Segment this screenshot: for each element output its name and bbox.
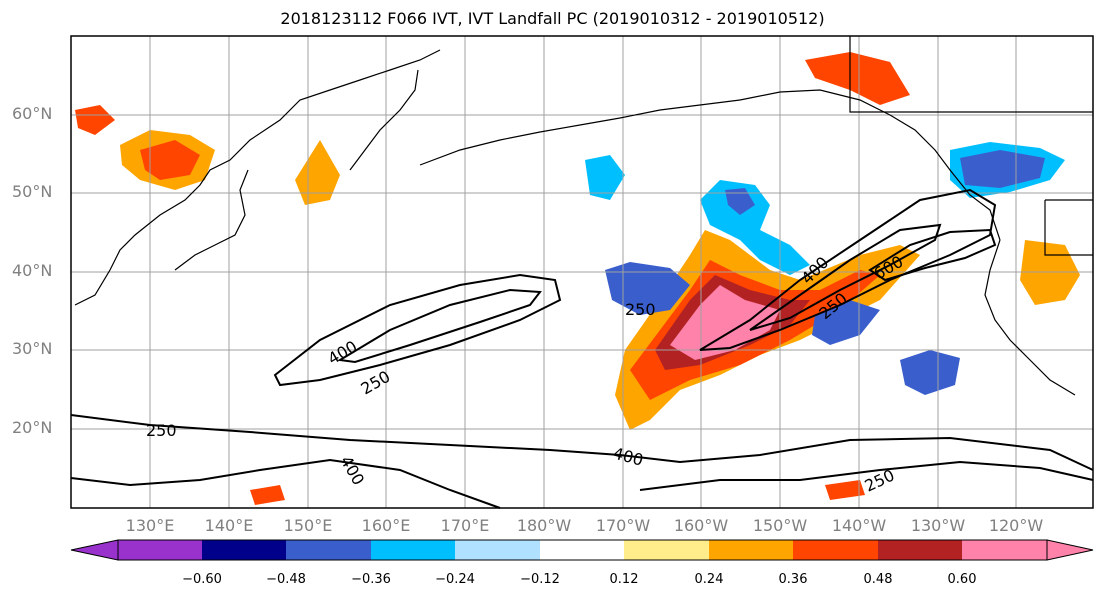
alaska-coast	[739, 89, 1001, 241]
contour-east-600	[868, 228, 997, 282]
contour-label: 400	[325, 337, 361, 369]
lon-label: 140°W	[831, 516, 887, 535]
contour-west-250	[273, 273, 562, 387]
lat-label-40n: 40°N	[12, 261, 53, 280]
colorbar-bin	[878, 540, 962, 560]
positive-anomaly-n1	[805, 52, 910, 105]
contour-label: 250	[358, 367, 394, 399]
lon-label: 130°E	[125, 516, 175, 535]
asia-coast	[74, 49, 441, 306]
negative-anomaly-c	[605, 262, 690, 315]
contour-label: 400	[611, 444, 645, 470]
colorbar-tick-label: 0.24	[694, 572, 724, 587]
negative-anomaly-f	[960, 150, 1045, 188]
lon-label: 160°W	[673, 516, 729, 535]
colorbar-bin	[962, 540, 1047, 560]
japan-coast	[174, 169, 249, 271]
canada-border	[849, 36, 1093, 256]
negative-anomaly-b	[725, 188, 755, 215]
contour-label: 250	[862, 465, 898, 495]
colorbar-bin	[202, 540, 286, 560]
colorbar-tick-label: −0.48	[266, 572, 306, 587]
lon-label: 150°E	[283, 516, 333, 535]
graticule	[71, 36, 1093, 508]
negative-anomaly-a	[700, 180, 810, 275]
positive-anomaly-w2	[140, 140, 200, 180]
colorbar-tick-label: −0.24	[435, 572, 475, 587]
colorbar-outline	[117, 539, 1048, 561]
negative-anomaly-g	[812, 300, 880, 345]
contour-east-250	[699, 188, 997, 351]
lat-label-50n: 50°N	[12, 182, 53, 201]
contour-label: 250	[146, 421, 177, 440]
colorbar-tick-label: 0.60	[947, 572, 977, 587]
ivt-contours	[70, 188, 1094, 509]
map-title: 2018123112 F066 IVT, IVT Landfall PC (20…	[280, 9, 825, 28]
colorbar-tick-label: −0.12	[520, 572, 560, 587]
colorbar-bin	[793, 540, 878, 560]
map-frame	[70, 35, 1094, 509]
lon-label: 170°E	[440, 516, 490, 535]
negative-anomaly-d	[585, 155, 625, 200]
lon-label: 150°W	[752, 516, 808, 535]
colorbar-tick-label: 0.12	[609, 572, 639, 587]
positive-anomaly-peak	[670, 285, 780, 360]
colorbar-max-extension	[1046, 539, 1094, 561]
colorbar-bin	[455, 540, 540, 560]
lon-label: 140°E	[204, 516, 254, 535]
contour-label: 250	[625, 300, 656, 319]
positive-anomaly-w4	[295, 140, 340, 205]
lon-label: 160°E	[361, 516, 411, 535]
colorbar-min-extension	[70, 539, 119, 561]
colorbar-tick-label: −0.60	[182, 572, 222, 587]
positive-anomaly-w3	[75, 105, 115, 135]
lon-label: 170°W	[595, 516, 651, 535]
colorbar-tick-label: 0.36	[778, 572, 808, 587]
positive-anomaly-e3	[825, 480, 865, 500]
lon-label: 120°W	[988, 516, 1044, 535]
contour-tropical-400	[70, 458, 1094, 509]
lat-label-60n: 60°N	[12, 104, 53, 123]
colorbar-bin	[286, 540, 371, 560]
negative-anomaly-h	[900, 350, 960, 395]
contour-tropical-250	[70, 414, 1094, 471]
colorbar-bin	[709, 540, 793, 560]
anomaly-shading	[75, 52, 1080, 505]
colorbar-bin	[624, 540, 709, 560]
kamchatka-coast	[349, 69, 419, 171]
north-america-coast	[984, 239, 1076, 396]
contour-east-400	[749, 223, 942, 331]
colorbar	[70, 539, 1094, 561]
aleutian-chain	[419, 99, 741, 166]
lon-label: 180°W	[516, 516, 572, 535]
contour-label: 400	[337, 453, 369, 489]
colorbar-bin	[540, 540, 624, 560]
colorbar-tick-label: 0.48	[863, 572, 893, 587]
coastlines	[74, 36, 1093, 396]
colorbar-tick-label: −0.36	[351, 572, 391, 587]
lon-label: 130°W	[910, 516, 966, 535]
positive-anomaly-e2	[250, 485, 285, 505]
colorbar-bin	[118, 540, 202, 560]
colorbar-bin	[371, 540, 455, 560]
contour-west-400	[337, 288, 542, 364]
lat-label-20n: 20°N	[12, 418, 53, 437]
lat-label-30n: 30°N	[12, 339, 53, 358]
